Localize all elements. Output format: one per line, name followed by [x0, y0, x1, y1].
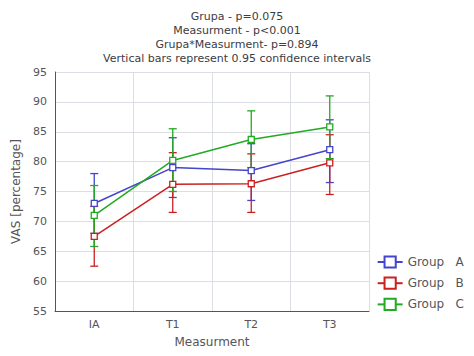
svg-text:VAS [percentage]: VAS [percentage] [9, 139, 23, 244]
svg-text:95: 95 [33, 66, 47, 79]
svg-text:T2: T2 [243, 318, 258, 331]
svg-text:T3: T3 [322, 318, 337, 331]
svg-text:IA: IA [89, 318, 100, 331]
svg-text:70: 70 [33, 215, 47, 228]
svg-text:Group B: Group B [408, 276, 464, 290]
svg-text:85: 85 [33, 125, 47, 138]
svg-text:80: 80 [33, 155, 47, 168]
svg-text:75: 75 [33, 185, 47, 198]
svg-text:Measurment - p<0.001: Measurment - p<0.001 [173, 24, 300, 37]
svg-text:Group A: Group A [408, 255, 465, 269]
svg-text:Grupa - p=0.075: Grupa - p=0.075 [191, 10, 283, 23]
svg-text:Group C: Group C [408, 297, 464, 311]
svg-text:55: 55 [33, 305, 47, 318]
svg-text:T1: T1 [165, 318, 180, 331]
svg-text:Measurment: Measurment [174, 335, 249, 349]
svg-text:Grupa*Measurment- p=0.894: Grupa*Measurment- p=0.894 [155, 38, 318, 51]
svg-text:65: 65 [33, 245, 47, 258]
svg-text:60: 60 [33, 275, 47, 288]
svg-text:90: 90 [33, 95, 47, 108]
svg-text:Vertical bars represent 0.95 c: Vertical bars represent 0.95 confidence … [103, 52, 371, 65]
